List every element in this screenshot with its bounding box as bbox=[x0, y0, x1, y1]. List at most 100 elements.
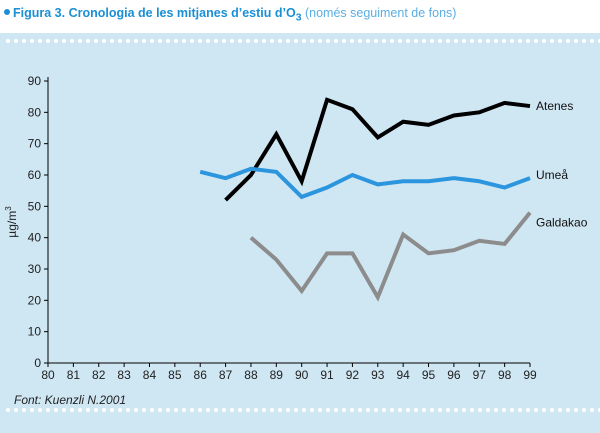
bottom-dot bbox=[342, 408, 346, 412]
top-dot bbox=[550, 39, 554, 43]
bottom-dot bbox=[94, 408, 98, 412]
bottom-dot bbox=[470, 408, 474, 412]
top-dot bbox=[190, 39, 194, 43]
bottom-dot bbox=[558, 408, 562, 412]
bottom-dot bbox=[446, 408, 450, 412]
top-dot bbox=[358, 39, 362, 43]
bottom-dot bbox=[22, 408, 26, 412]
x-tick-label: 90 bbox=[295, 368, 309, 382]
x-tick-label: 89 bbox=[270, 368, 284, 382]
chart-panel: 0 10 20 30 40 50 60 70 80 90 80 81 82 83 84 85 86 87 88 89 9… bbox=[0, 33, 600, 433]
bottom-dot bbox=[486, 408, 490, 412]
bottom-dot bbox=[462, 408, 466, 412]
top-dot bbox=[294, 39, 298, 43]
x-tick-label: 99 bbox=[523, 368, 537, 382]
top-dot bbox=[574, 39, 578, 43]
bottom-dot bbox=[270, 408, 274, 412]
bottom-dot bbox=[310, 408, 314, 412]
bottom-dot bbox=[374, 408, 378, 412]
figure-title-text: Cronologia de les mitjanes d’estiu d’O bbox=[68, 6, 296, 20]
y-tick-label: 30 bbox=[28, 262, 42, 276]
top-dot bbox=[510, 39, 514, 43]
top-dot bbox=[94, 39, 98, 43]
bottom-dot bbox=[158, 408, 162, 412]
top-dot bbox=[174, 39, 178, 43]
bottom-dot bbox=[550, 408, 554, 412]
top-dot bbox=[486, 39, 490, 43]
top-dot bbox=[150, 39, 154, 43]
top-dot bbox=[446, 39, 450, 43]
top-dot bbox=[518, 39, 522, 43]
top-dot bbox=[318, 39, 322, 43]
x-tick-label: 83 bbox=[117, 368, 131, 382]
y-tick-label: 50 bbox=[28, 199, 42, 213]
bottom-dot bbox=[214, 408, 218, 412]
bottom-dot bbox=[182, 408, 186, 412]
top-dot bbox=[342, 39, 346, 43]
top-dot bbox=[262, 39, 266, 43]
top-dot bbox=[366, 39, 370, 43]
bottom-dot bbox=[430, 408, 434, 412]
top-dot bbox=[206, 39, 210, 43]
top-dot bbox=[590, 39, 594, 43]
top-dot bbox=[62, 39, 66, 43]
x-tick-label: 85 bbox=[168, 368, 182, 382]
top-dot bbox=[462, 39, 466, 43]
top-dot bbox=[326, 39, 330, 43]
bottom-dot bbox=[382, 408, 386, 412]
top-dot bbox=[86, 39, 90, 43]
top-dot bbox=[470, 39, 474, 43]
bottom-dot bbox=[206, 408, 210, 412]
bottom-dot bbox=[518, 408, 522, 412]
bottom-dot bbox=[422, 408, 426, 412]
top-dot bbox=[46, 39, 50, 43]
top-dot bbox=[334, 39, 338, 43]
top-dot bbox=[558, 39, 562, 43]
bottom-dot bbox=[14, 408, 18, 412]
top-dot bbox=[30, 39, 34, 43]
bottom-dot bbox=[62, 408, 66, 412]
bottom-dot bbox=[246, 408, 250, 412]
top-dot bbox=[182, 39, 186, 43]
bottom-dot bbox=[390, 408, 394, 412]
top-dot bbox=[542, 39, 546, 43]
bottom-dot bbox=[542, 408, 546, 412]
y-tick-label: 20 bbox=[28, 293, 42, 307]
top-dot bbox=[438, 39, 442, 43]
series-line-atenes bbox=[224, 97, 531, 202]
bottom-dot bbox=[190, 408, 194, 412]
bottom-dot bbox=[110, 408, 114, 412]
x-tick-label: 88 bbox=[244, 368, 258, 382]
bottom-dot bbox=[566, 408, 570, 412]
top-dot bbox=[102, 39, 106, 43]
top-dot bbox=[134, 39, 138, 43]
bottom-dot bbox=[534, 408, 538, 412]
top-dot bbox=[118, 39, 122, 43]
bottom-dot bbox=[46, 408, 50, 412]
top-dot bbox=[478, 39, 482, 43]
x-tick-label: 91 bbox=[320, 368, 334, 382]
top-dot bbox=[566, 39, 570, 43]
bottom-dot bbox=[406, 408, 410, 412]
bottom-dot bbox=[398, 408, 402, 412]
figure-label: Figura 3. bbox=[13, 6, 66, 20]
chart-series: Atenes Umeå Galdakao bbox=[199, 97, 588, 302]
bottom-dot bbox=[302, 408, 306, 412]
bottom-dot bbox=[582, 408, 586, 412]
figure-title: Figura 3. Cronologia de les mitjanes d’e… bbox=[4, 3, 457, 24]
title-bullet-icon bbox=[4, 9, 10, 15]
x-tick-label: 86 bbox=[194, 368, 208, 382]
figure-note: (només seguiment de fons) bbox=[304, 6, 457, 20]
bottom-dot bbox=[278, 408, 282, 412]
title-subscript: 3 bbox=[295, 12, 302, 24]
bottom-dot bbox=[230, 408, 234, 412]
bottom-dot bbox=[30, 408, 34, 412]
bottom-dot bbox=[222, 408, 226, 412]
bottom-dot bbox=[414, 408, 418, 412]
x-tick-label: 94 bbox=[396, 368, 410, 382]
top-dot bbox=[390, 39, 394, 43]
top-dot bbox=[166, 39, 170, 43]
bottom-dot bbox=[254, 408, 258, 412]
top-dot bbox=[214, 39, 218, 43]
bottom-dot bbox=[526, 408, 530, 412]
